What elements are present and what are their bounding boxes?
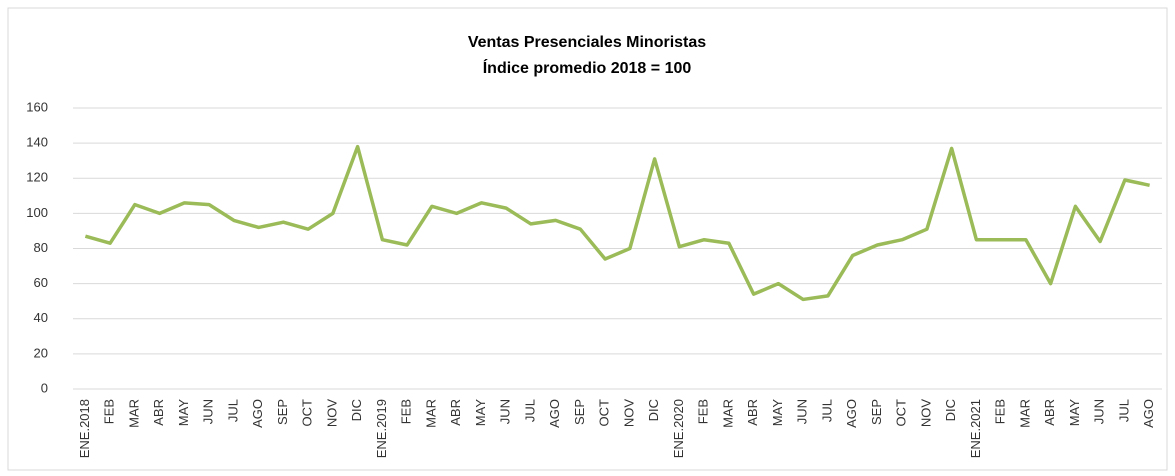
x-tick-label: OCT [894, 399, 909, 427]
line-series [84, 144, 1150, 302]
x-tick-label: FEB [399, 399, 414, 424]
x-tick-label: ENE.2020 [671, 399, 686, 458]
chart-title: Ventas Presenciales Minoristas [468, 34, 706, 51]
x-tick-label: MAR [423, 399, 438, 428]
y-tick-label: 120 [26, 170, 48, 185]
y-tick-label: 20 [34, 345, 48, 360]
y-tick-label: 140 [26, 135, 48, 150]
x-tick-label: JUL [819, 399, 834, 422]
x-tick-label: JUL [1116, 399, 1131, 422]
x-tick-label: JUL [522, 399, 537, 422]
x-tick-label: NOV [621, 399, 636, 428]
x-tick-label: MAR [126, 399, 141, 428]
x-tick-label: SEP [869, 399, 884, 425]
x-tick-label: NOV [918, 399, 933, 428]
x-tick-label: AGO [1141, 399, 1156, 428]
x-tick-label: DIC [349, 399, 364, 421]
x-tick-label: FEB [102, 399, 117, 424]
x-tick-label: MAR [1017, 399, 1032, 428]
x-tick-label: SEP [572, 399, 587, 425]
chart-subtitle: Índice promedio 2018 = 100 [483, 58, 692, 77]
x-tick-label: ENE.2019 [374, 399, 389, 458]
x-tick-label: JUN [201, 399, 216, 424]
x-tick-label: AGO [844, 399, 859, 428]
y-tick-label: 60 [34, 275, 48, 290]
x-tick-label: AGO [547, 399, 562, 428]
x-tick-label: JUL [225, 399, 240, 422]
x-tick-label: OCT [300, 399, 315, 427]
x-tick-label: DIC [943, 399, 958, 421]
x-tick-label: AGO [250, 399, 265, 428]
x-tick-label: JUN [795, 399, 810, 424]
x-tick-label: JUN [498, 399, 513, 424]
y-tick-label: 40 [34, 310, 48, 325]
x-tick-label: ABR [151, 399, 166, 426]
x-tick-label: MAY [176, 399, 191, 427]
y-tick-label: 100 [26, 205, 48, 220]
x-tick-label: JUN [1092, 399, 1107, 424]
x-tick-label: MAY [473, 399, 488, 427]
x-tick-label: FEB [696, 399, 711, 424]
x-tick-label: MAY [770, 399, 785, 427]
x-tick-label: ENE.2021 [968, 399, 983, 458]
x-tick-label: ABR [448, 399, 463, 426]
y-tick-label: 160 [26, 99, 48, 114]
x-tick-label: MAY [1067, 399, 1082, 427]
x-tick-label: OCT [597, 399, 612, 427]
x-tick-label: ENE.2018 [77, 399, 92, 458]
y-tick-label: 80 [34, 240, 48, 255]
x-tick-label: DIC [646, 399, 661, 421]
x-tick-label: ABR [1042, 399, 1057, 426]
x-tick-label: SEP [275, 399, 290, 425]
x-tick-label: MAR [720, 399, 735, 428]
x-tick-label: NOV [324, 399, 339, 428]
x-tick-label: ABR [745, 399, 760, 426]
y-tick-label: 0 [41, 380, 48, 395]
x-tick-label: FEB [993, 399, 1008, 424]
